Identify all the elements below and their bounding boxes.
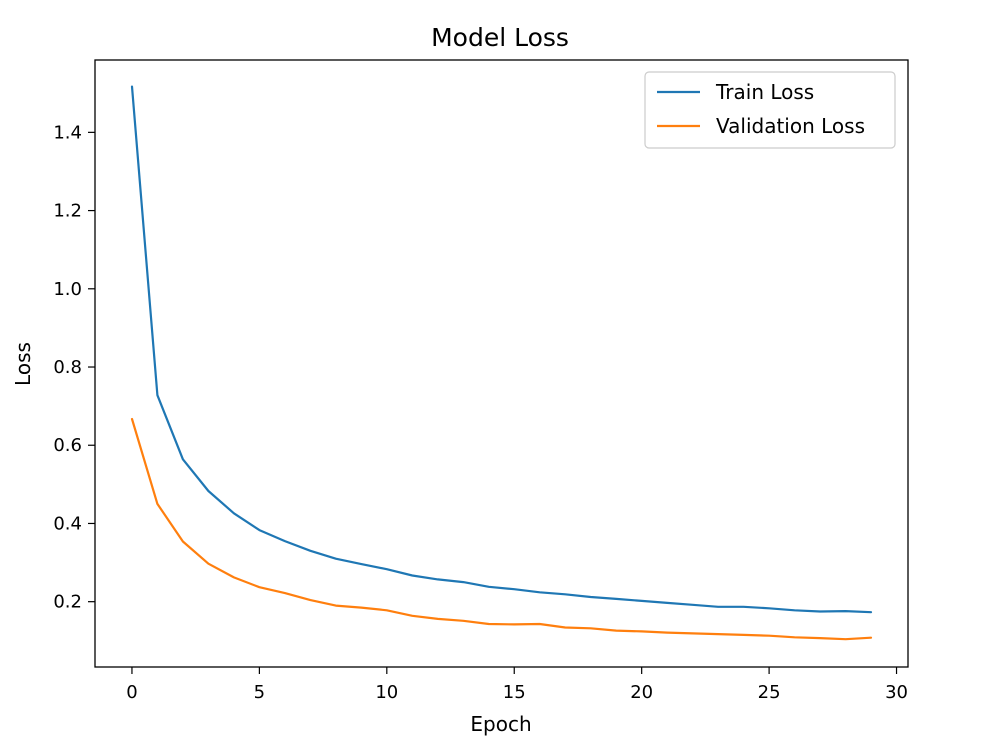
legend-label-train-loss: Train Loss [715, 80, 814, 104]
chart-title: Model Loss [431, 23, 569, 52]
x-axis: 0 5 10 15 20 25 30 [126, 667, 908, 703]
x-tick-label: 5 [254, 682, 265, 703]
legend: Train Loss Validation Loss [644, 71, 896, 149]
legend-label-validation-loss: Validation Loss [716, 114, 865, 138]
x-axis-label: Epoch [470, 712, 531, 736]
y-tick-label: 1.4 [53, 122, 82, 143]
series-line-validation-loss [130, 417, 873, 641]
x-tick-label: 10 [375, 682, 398, 703]
x-tick-label: 20 [630, 682, 653, 703]
x-tick-label: 30 [885, 682, 908, 703]
plot-frame [94, 59, 909, 668]
y-tick-label: 1.0 [53, 279, 82, 300]
y-tick-label: 0.8 [53, 357, 82, 378]
y-tick-label: 0.6 [53, 435, 82, 456]
y-tick-label: 1.2 [53, 201, 82, 222]
series-line-train-loss [130, 85, 873, 614]
y-tick-label: 0.2 [53, 592, 82, 613]
y-axis-label: Loss [11, 342, 35, 386]
x-tick-label: 0 [126, 682, 137, 703]
series-layer [130, 85, 873, 641]
y-axis: 0.2 0.4 0.6 0.8 1.0 1.2 1.4 [53, 122, 95, 613]
legend-box [644, 71, 896, 149]
y-tick-label: 0.4 [53, 513, 82, 534]
x-tick-label: 15 [503, 682, 526, 703]
x-tick-label: 25 [758, 682, 781, 703]
